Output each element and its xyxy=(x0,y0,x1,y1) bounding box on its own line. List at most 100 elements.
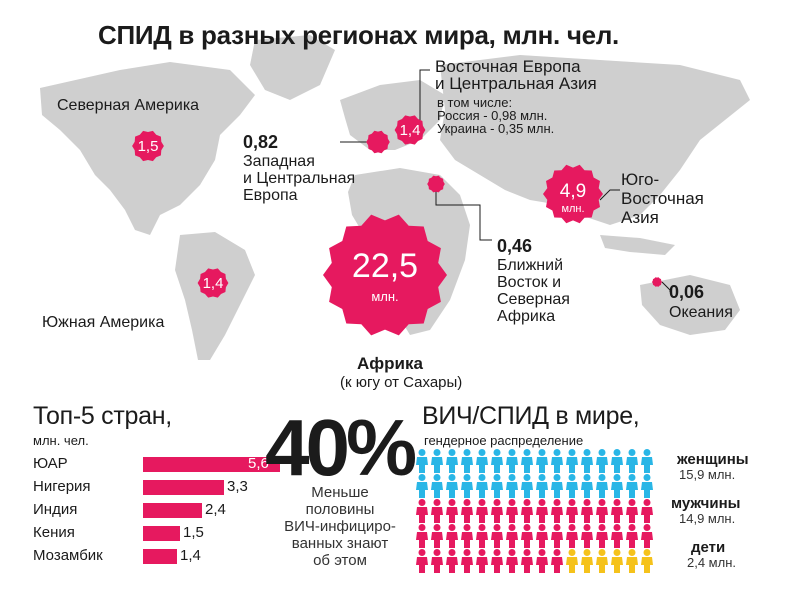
bar xyxy=(143,503,202,518)
bar-value: 5,6 xyxy=(248,455,269,472)
bar-value: 1,4 xyxy=(180,547,201,564)
person-icon xyxy=(626,524,638,548)
indonesia-shape xyxy=(600,235,675,255)
person-icon xyxy=(626,474,638,498)
asia-shape xyxy=(440,55,750,225)
person-icon xyxy=(476,499,488,523)
person-icon xyxy=(536,549,548,573)
bar-label: ЮАР xyxy=(33,455,68,472)
gender-subtitle: гендерное распределение xyxy=(424,433,584,448)
label-middle-east: Ближний Восток и Северная Африка xyxy=(497,257,570,325)
bubble-south-america xyxy=(197,268,229,298)
person-icon xyxy=(506,499,518,523)
legend-children-value: 2,4 млн. xyxy=(687,555,736,570)
bubble-north-america xyxy=(132,130,164,162)
bar xyxy=(143,526,180,541)
label-southeast-asia: Юго- Восточная Азия xyxy=(621,170,704,227)
person-icon xyxy=(476,524,488,548)
note-eastern-europe: Россия - 0,98 млн. Украина - 0,35 млн. xyxy=(437,108,555,136)
person-icon xyxy=(596,474,608,498)
bar-label: Нигерия xyxy=(33,478,91,495)
top5-title: Топ-5 стран, xyxy=(33,402,172,430)
person-icon xyxy=(491,449,503,473)
person-icon xyxy=(611,549,623,573)
bubble-middle-east xyxy=(427,175,445,193)
person-icon xyxy=(566,474,578,498)
person-icon xyxy=(521,524,533,548)
bubble-unit-southeast-asia: млн. xyxy=(561,203,584,215)
person-icon xyxy=(521,474,533,498)
person-icon xyxy=(626,499,638,523)
person-icon xyxy=(446,499,458,523)
person-icon xyxy=(476,449,488,473)
person-icon xyxy=(431,474,443,498)
legend-women: женщины xyxy=(677,451,749,468)
person-icon xyxy=(551,524,563,548)
person-icon xyxy=(536,449,548,473)
person-icon xyxy=(491,524,503,548)
person-icon xyxy=(521,499,533,523)
person-icon xyxy=(536,474,548,498)
person-icon xyxy=(641,499,653,523)
bar-label: Мозамбик xyxy=(33,547,103,564)
bubble-value-africa: 22,5 xyxy=(352,247,418,285)
person-icon xyxy=(416,524,428,548)
label-eastern-europe: Восточная Европа и Центральная Азия xyxy=(435,57,597,93)
person-icon xyxy=(641,549,653,573)
person-icon xyxy=(461,524,473,548)
person-icon xyxy=(566,549,578,573)
bar xyxy=(143,457,280,472)
bubble-unit-africa: млн. xyxy=(371,289,398,304)
bubble-value-north-america: 1,5 xyxy=(138,138,159,155)
bar-value: 2,4 xyxy=(205,501,226,518)
person-icon xyxy=(536,524,548,548)
person-icon xyxy=(506,549,518,573)
bubble-value-southeast-asia: 4,9 xyxy=(560,181,586,202)
bubble-western-europe xyxy=(366,130,390,154)
top5-subtitle: млн. чел. xyxy=(33,433,89,448)
bubble-southeast-asia xyxy=(543,164,603,224)
connector-oceania xyxy=(661,281,671,292)
bar-value: 3,3 xyxy=(227,478,248,495)
person-icon xyxy=(491,474,503,498)
person-icon xyxy=(506,474,518,498)
person-icon xyxy=(596,449,608,473)
person-icon xyxy=(476,549,488,573)
page-title: СПИД в разных регионах мира, млн. чел. xyxy=(98,20,619,50)
bar-value: 1,5 xyxy=(183,524,204,541)
person-icon xyxy=(566,499,578,523)
label-south-america: Южная Америка xyxy=(42,314,165,331)
person-icon xyxy=(566,524,578,548)
bubble-oceania xyxy=(652,277,662,287)
bar-label: Кения xyxy=(33,524,75,541)
person-icon xyxy=(596,499,608,523)
person-icon xyxy=(626,449,638,473)
bubble-value-eastern-europe: 1,4 xyxy=(400,122,421,139)
person-icon xyxy=(521,549,533,573)
stat-text: Меньше половины ВИЧ-инфициро- ванных зна… xyxy=(284,484,396,569)
bubble-eastern-europe xyxy=(394,115,426,145)
person-icon xyxy=(551,474,563,498)
connector-southeast-asia xyxy=(599,189,620,201)
person-icon xyxy=(521,449,533,473)
person-icon xyxy=(641,449,653,473)
value-middle-east: 0,46 xyxy=(497,236,533,256)
person-icon xyxy=(611,499,623,523)
person-icon xyxy=(581,449,593,473)
value-western-europe: 0,82 xyxy=(243,132,279,152)
person-icon xyxy=(611,449,623,473)
person-icon xyxy=(506,524,518,548)
person-icon xyxy=(596,549,608,573)
people-pictogram xyxy=(416,449,653,573)
bubble-africa xyxy=(323,214,447,336)
bar-row: ЮАР 5,6 xyxy=(33,455,280,474)
person-icon xyxy=(461,449,473,473)
label-north-america: Северная Америка xyxy=(57,97,200,114)
connector-middle-east xyxy=(435,185,492,241)
person-icon xyxy=(446,524,458,548)
person-icon xyxy=(581,549,593,573)
legend-men: мужчины xyxy=(671,495,741,512)
bar xyxy=(143,480,224,495)
person-icon xyxy=(431,449,443,473)
